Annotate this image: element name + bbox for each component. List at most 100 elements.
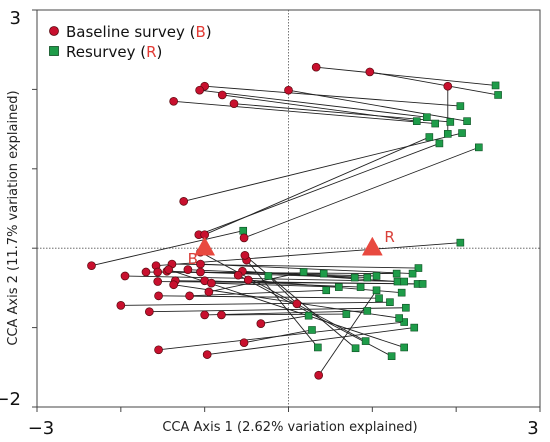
resurvey-point bbox=[351, 344, 360, 353]
reference-lines bbox=[37, 10, 540, 407]
baseline-point bbox=[141, 267, 151, 277]
resurvey-point bbox=[414, 264, 423, 272]
connector-line bbox=[204, 280, 361, 288]
resurvey-point bbox=[314, 343, 322, 352]
legend: Baseline survey (B) Resurvey (R) bbox=[49, 23, 212, 61]
baseline-point bbox=[243, 275, 253, 285]
resurvey-point bbox=[402, 303, 410, 312]
resurvey-point bbox=[435, 139, 444, 148]
connector-line bbox=[288, 89, 468, 122]
connector-line bbox=[246, 259, 319, 348]
connector-lines bbox=[91, 66, 499, 376]
resurvey-point bbox=[412, 117, 421, 125]
legend-resurvey-suffix: ) bbox=[157, 43, 163, 61]
baseline-point bbox=[179, 197, 189, 206]
resurvey-point bbox=[372, 286, 381, 295]
x-tick-label-max: 3 bbox=[527, 418, 538, 439]
legend-resurvey-label: Resurvey (R) bbox=[66, 43, 162, 61]
connector-line bbox=[369, 71, 499, 96]
baseline-point bbox=[183, 265, 193, 274]
connector-line bbox=[156, 242, 461, 267]
baseline-point bbox=[256, 319, 266, 328]
resurvey-point bbox=[397, 288, 406, 297]
resurvey-point bbox=[425, 133, 434, 141]
baseline-point bbox=[185, 291, 194, 301]
baseline-point bbox=[204, 287, 214, 297]
connector-line bbox=[211, 282, 339, 288]
legend-baseline-label: Baseline survey (B) bbox=[66, 23, 212, 41]
baseline-point bbox=[116, 301, 126, 310]
resurvey-point bbox=[491, 81, 500, 90]
connector-line bbox=[158, 295, 380, 299]
resurvey-point bbox=[361, 337, 370, 345]
connector-line bbox=[243, 329, 313, 344]
resurvey-point bbox=[431, 119, 440, 128]
baseline-point bbox=[240, 250, 250, 260]
connector-line bbox=[173, 100, 436, 124]
baseline-point bbox=[164, 265, 173, 274]
resurvey-point bbox=[456, 238, 465, 247]
baseline-point bbox=[365, 67, 375, 77]
baseline-point bbox=[154, 345, 163, 355]
baseline-point bbox=[207, 278, 216, 288]
resurvey-point bbox=[304, 311, 313, 320]
legend-baseline-letter: B bbox=[195, 23, 205, 41]
resurvey-point bbox=[393, 277, 402, 286]
legend-resurvey-letter: R bbox=[146, 43, 156, 61]
connector-line bbox=[207, 327, 415, 356]
baseline-point bbox=[239, 338, 249, 348]
connector-line bbox=[260, 315, 309, 325]
connector-line bbox=[268, 275, 298, 305]
resurvey-point bbox=[392, 269, 401, 278]
legend-baseline-marker bbox=[49, 26, 59, 36]
connector-line bbox=[243, 146, 479, 239]
baseline-point bbox=[200, 310, 210, 320]
x-axis-title: CCA Axis 1 (2.62% variation explained) bbox=[162, 420, 417, 435]
connector-line bbox=[149, 307, 406, 313]
y-tick-label-min: −2 bbox=[0, 389, 21, 410]
resurvey-point bbox=[408, 269, 417, 278]
resurvey-point bbox=[350, 273, 359, 282]
connector-line bbox=[208, 271, 304, 293]
resurvey-point bbox=[363, 273, 372, 282]
resurvey-point bbox=[400, 343, 408, 352]
baseline-point bbox=[217, 90, 227, 100]
centroid-r-marker bbox=[361, 236, 383, 256]
legend-baseline-text: Baseline survey ( bbox=[66, 23, 195, 41]
resurvey-point bbox=[319, 269, 328, 278]
x-tick-label-min: −3 bbox=[28, 418, 55, 439]
connector-line bbox=[199, 89, 427, 118]
baseline-point bbox=[144, 307, 154, 317]
resurvey-point bbox=[456, 102, 465, 110]
connector-line bbox=[200, 251, 366, 342]
resurvey-point bbox=[400, 318, 408, 326]
resurvey-point bbox=[423, 113, 431, 121]
baseline-point bbox=[239, 233, 249, 243]
baseline-point bbox=[202, 350, 212, 359]
baseline-point bbox=[292, 299, 302, 309]
resurvey-point bbox=[443, 130, 452, 138]
resurvey-point bbox=[342, 310, 351, 318]
centroid-b-label: B bbox=[188, 250, 198, 268]
resurvey-point bbox=[400, 277, 408, 286]
baseline-point bbox=[284, 85, 293, 95]
resurvey-point bbox=[418, 280, 427, 288]
resurvey-point bbox=[299, 268, 308, 276]
resurvey-point bbox=[494, 91, 502, 99]
resurvey-point bbox=[363, 307, 372, 315]
baseline-point bbox=[153, 267, 163, 277]
resurvey-point bbox=[395, 314, 403, 322]
resurvey-point bbox=[410, 323, 419, 332]
legend-resurvey-marker bbox=[49, 46, 59, 56]
baseline-point bbox=[229, 99, 239, 109]
resurvey-point bbox=[375, 294, 383, 303]
connector-line bbox=[204, 85, 461, 107]
connector-line bbox=[183, 132, 463, 202]
connector-line bbox=[189, 289, 327, 297]
baseline-point bbox=[153, 277, 163, 286]
resurvey-point bbox=[308, 326, 316, 334]
baseline-point bbox=[169, 96, 178, 106]
resurvey-point bbox=[386, 298, 394, 306]
baseline-point bbox=[87, 261, 96, 271]
